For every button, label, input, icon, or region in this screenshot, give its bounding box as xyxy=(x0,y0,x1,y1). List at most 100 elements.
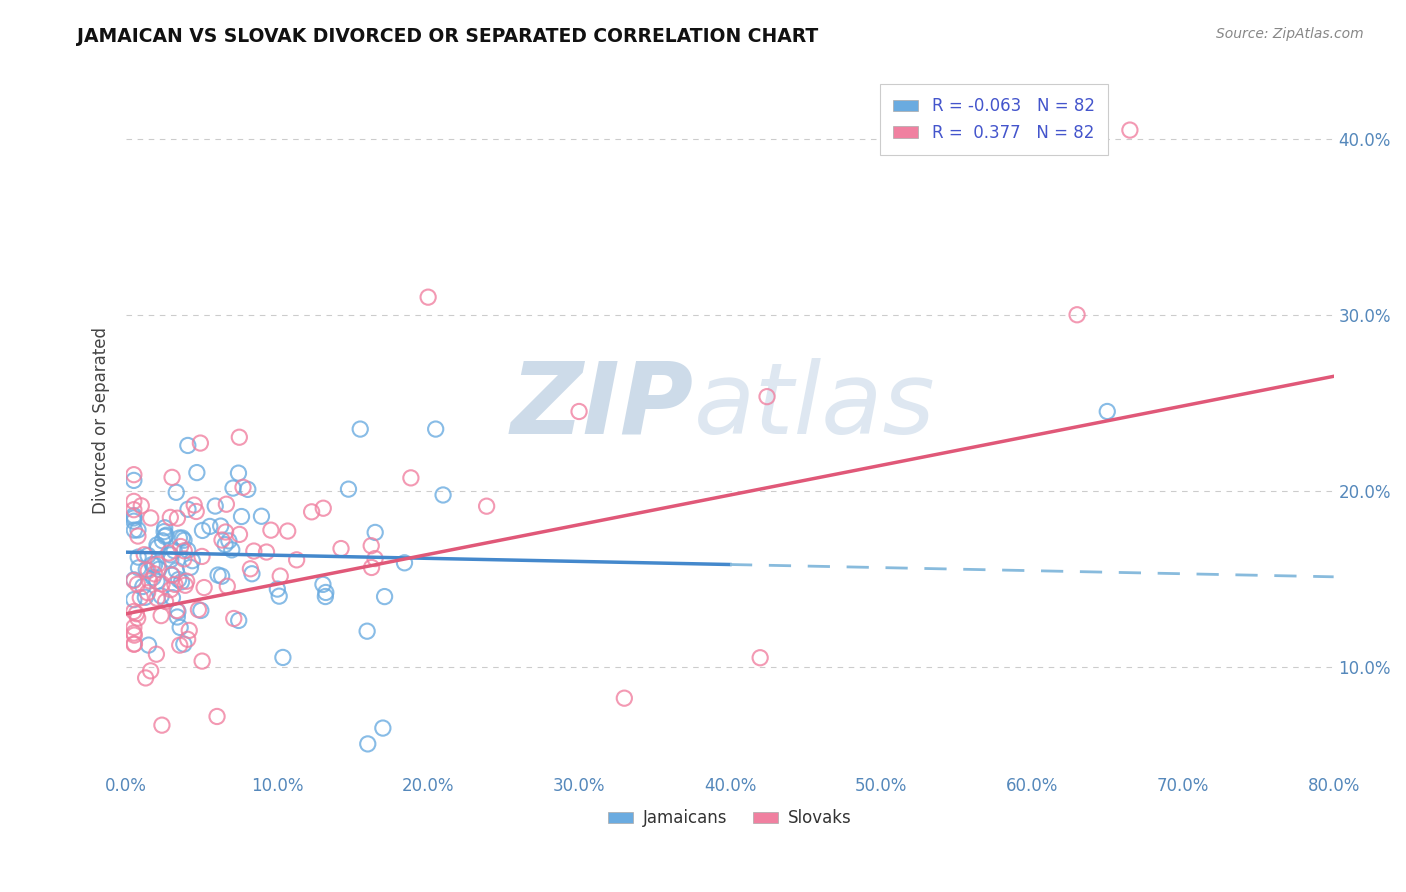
Point xyxy=(190,603,212,617)
Point xyxy=(749,650,772,665)
Point xyxy=(153,524,176,539)
Point xyxy=(371,721,394,735)
Point xyxy=(122,573,145,587)
Point xyxy=(217,579,239,593)
Point xyxy=(159,510,181,524)
Point xyxy=(394,556,416,570)
Point xyxy=(139,511,162,525)
Point xyxy=(122,508,145,523)
Point xyxy=(152,533,174,548)
Point xyxy=(399,471,422,485)
Point xyxy=(231,509,253,524)
Point xyxy=(211,569,233,583)
Point xyxy=(136,564,159,578)
Point xyxy=(129,591,152,605)
Point xyxy=(432,488,454,502)
Point xyxy=(172,531,194,545)
Point xyxy=(173,543,195,558)
Point xyxy=(218,533,240,548)
Point xyxy=(183,498,205,512)
Point xyxy=(150,718,173,732)
Point xyxy=(260,523,283,537)
Point xyxy=(167,605,190,619)
Point xyxy=(153,521,176,535)
Point xyxy=(169,540,191,554)
Point xyxy=(166,511,188,525)
Point xyxy=(155,594,177,608)
Point xyxy=(179,560,201,574)
Point xyxy=(221,542,243,557)
Point xyxy=(122,605,145,619)
Point xyxy=(122,467,145,482)
Point xyxy=(193,581,215,595)
Point xyxy=(146,574,169,589)
Point xyxy=(360,539,382,553)
Point xyxy=(277,524,299,538)
Point xyxy=(122,511,145,525)
Point xyxy=(190,436,212,450)
Point xyxy=(145,647,167,661)
Point xyxy=(135,562,157,576)
Point xyxy=(236,483,259,497)
Text: atlas: atlas xyxy=(693,358,935,455)
Point xyxy=(176,632,198,647)
Point xyxy=(177,502,200,516)
Point xyxy=(153,529,176,543)
Point xyxy=(122,574,145,588)
Point xyxy=(337,482,360,496)
Point xyxy=(1119,123,1142,137)
Text: JAMAICAN VS SLOVAK DIVORCED OR SEPARATED CORRELATION CHART: JAMAICAN VS SLOVAK DIVORCED OR SEPARATED… xyxy=(77,27,818,45)
Point xyxy=(166,603,188,617)
Point xyxy=(122,620,145,634)
Point xyxy=(127,611,149,625)
Point xyxy=(174,578,197,592)
Point xyxy=(159,582,181,597)
Point xyxy=(613,691,636,706)
Point xyxy=(314,590,336,604)
Point xyxy=(155,528,177,542)
Point xyxy=(150,589,173,603)
Point xyxy=(475,499,498,513)
Point xyxy=(148,562,170,576)
Point xyxy=(169,531,191,545)
Point xyxy=(146,591,169,606)
Point xyxy=(177,438,200,452)
Point xyxy=(228,614,250,628)
Point xyxy=(124,628,146,642)
Point xyxy=(132,580,155,594)
Point xyxy=(285,553,308,567)
Point xyxy=(159,552,181,566)
Point xyxy=(191,549,214,564)
Point xyxy=(176,574,198,589)
Point xyxy=(122,474,145,488)
Point xyxy=(215,497,238,511)
Point xyxy=(142,571,165,585)
Point xyxy=(266,582,288,596)
Point xyxy=(134,591,156,605)
Point xyxy=(122,626,145,640)
Point xyxy=(135,671,157,685)
Point xyxy=(150,608,173,623)
Point xyxy=(360,560,382,574)
Point xyxy=(205,709,228,723)
Point xyxy=(198,519,221,533)
Point xyxy=(166,610,188,624)
Point xyxy=(179,624,201,638)
Point xyxy=(127,577,149,591)
Point xyxy=(186,504,208,518)
Point xyxy=(239,562,262,576)
Point xyxy=(425,422,447,436)
Point xyxy=(269,589,291,603)
Point xyxy=(271,650,294,665)
Point xyxy=(138,638,160,652)
Point xyxy=(187,602,209,616)
Point xyxy=(214,524,236,539)
Point xyxy=(191,524,214,538)
Point xyxy=(222,611,245,625)
Point xyxy=(122,514,145,528)
Point xyxy=(157,546,180,560)
Point xyxy=(173,637,195,651)
Point xyxy=(211,533,233,547)
Point xyxy=(209,519,232,533)
Point xyxy=(243,544,266,558)
